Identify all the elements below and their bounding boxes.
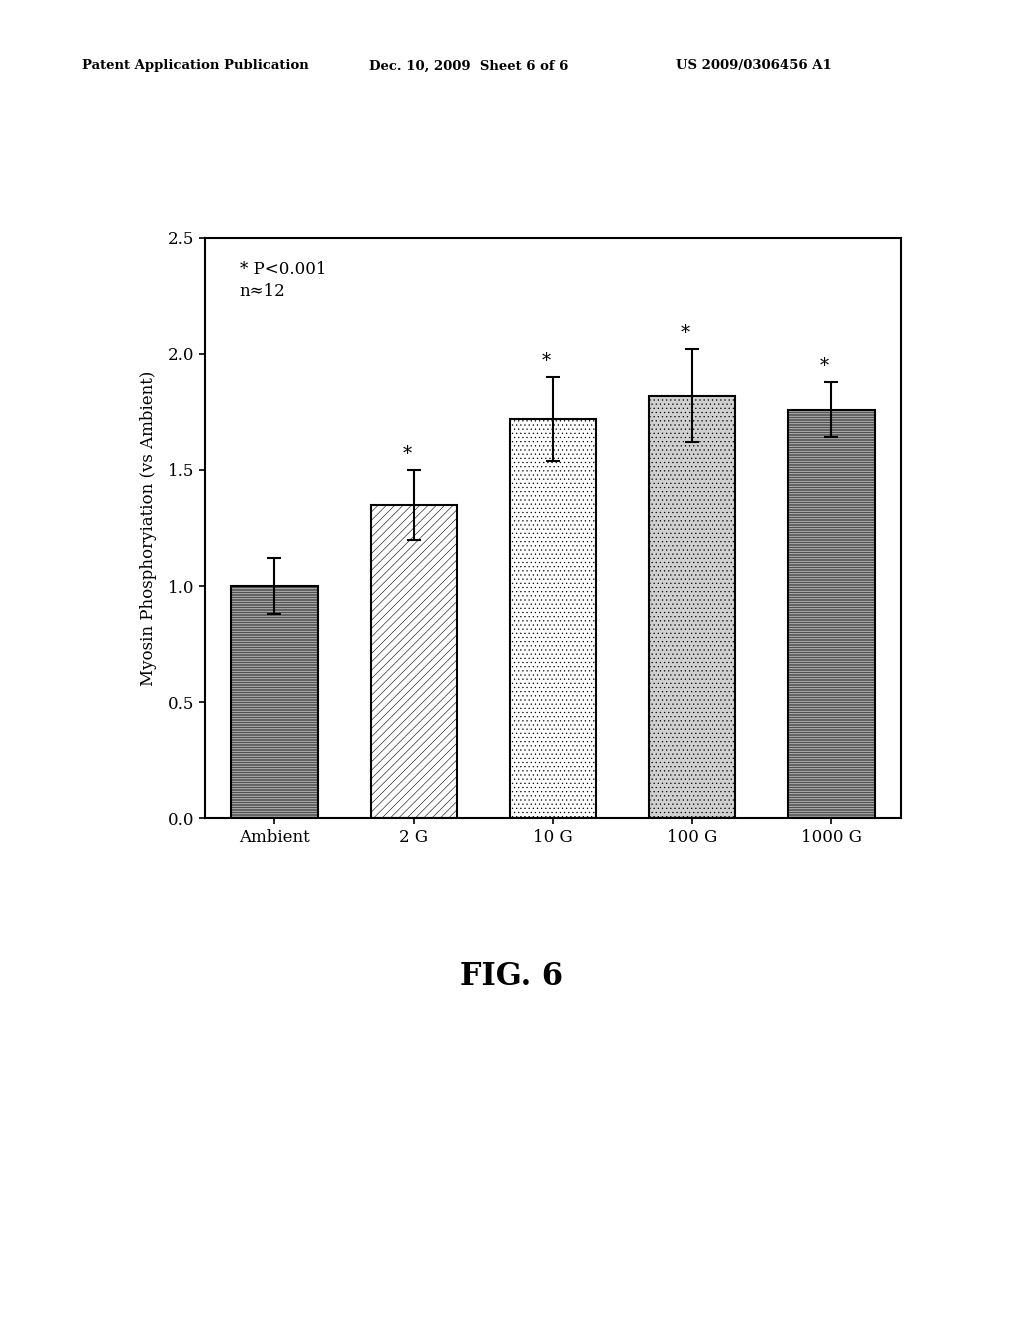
Bar bbox=[371, 504, 457, 818]
Bar bbox=[788, 409, 874, 818]
Text: * P<0.001
n≈12: * P<0.001 n≈12 bbox=[240, 261, 326, 300]
Text: Dec. 10, 2009  Sheet 6 of 6: Dec. 10, 2009 Sheet 6 of 6 bbox=[369, 59, 568, 73]
Text: *: * bbox=[542, 352, 551, 370]
Bar bbox=[510, 418, 596, 818]
Bar bbox=[231, 586, 317, 818]
Y-axis label: Myosin Phosphoryiation (vs Ambient): Myosin Phosphoryiation (vs Ambient) bbox=[139, 371, 157, 685]
Text: *: * bbox=[402, 445, 412, 463]
Bar bbox=[649, 396, 735, 818]
Text: *: * bbox=[820, 356, 829, 375]
Text: US 2009/0306456 A1: US 2009/0306456 A1 bbox=[676, 59, 831, 73]
Text: FIG. 6: FIG. 6 bbox=[461, 961, 563, 993]
Text: *: * bbox=[681, 325, 690, 342]
Text: Patent Application Publication: Patent Application Publication bbox=[82, 59, 308, 73]
